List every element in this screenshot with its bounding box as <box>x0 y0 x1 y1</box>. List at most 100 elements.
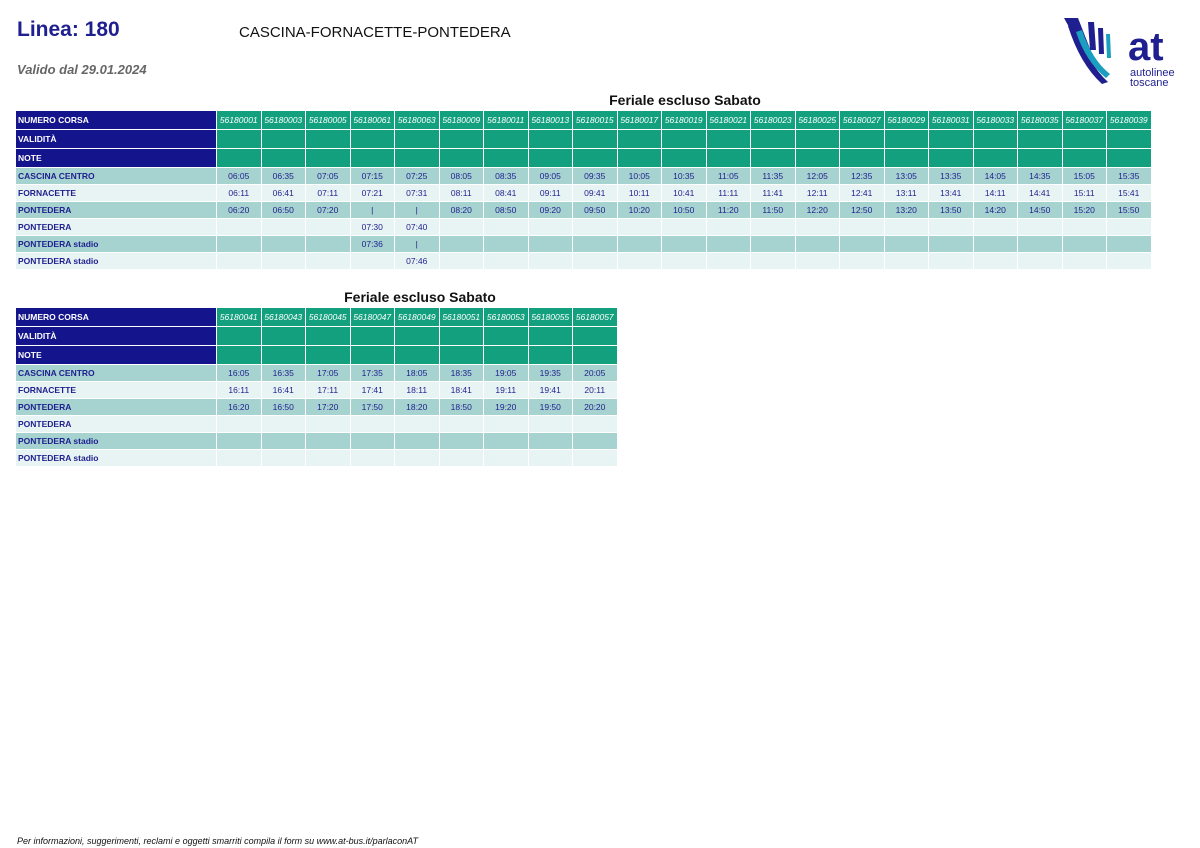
stop-row: CASCINA CENTRO 16:05 16:35 17:05 17:35 18:05 1… <box>16 365 617 381</box>
time-cell: 09:05 <box>528 168 572 184</box>
stop-name: CASCINA CENTRO <box>16 365 216 381</box>
time-cell: 06:05 <box>217 168 261 184</box>
header-cell <box>1062 130 1106 148</box>
header-cell <box>439 346 483 364</box>
time-cell: 15:20 <box>1062 202 1106 218</box>
time-cell <box>261 253 305 269</box>
time-cell <box>929 219 973 235</box>
numero-corsa-cell: 56180057 <box>573 308 617 326</box>
stop-row: PONTEDERA stadio 07:46 <box>16 253 1151 269</box>
time-cell: 07:40 <box>395 219 439 235</box>
time-cell <box>217 433 261 449</box>
header-cell <box>884 149 928 167</box>
numero-corsa-cell: 56180037 <box>1062 111 1106 129</box>
time-cell <box>884 236 928 252</box>
time-cell <box>261 450 305 466</box>
time-cell: 11:11 <box>706 185 750 201</box>
numero-corsa-cell: 56180029 <box>884 111 928 129</box>
header-cell <box>1107 149 1151 167</box>
line-title: Linea: 180 <box>17 18 120 41</box>
header-cell <box>484 327 528 345</box>
time-cell: 08:50 <box>484 202 528 218</box>
time-cell <box>439 236 483 252</box>
numero-corsa-cell: 56180049 <box>395 308 439 326</box>
time-cell: 19:41 <box>528 382 572 398</box>
time-cell <box>306 236 350 252</box>
header-cell <box>1062 149 1106 167</box>
time-cell <box>573 253 617 269</box>
time-cell <box>795 253 839 269</box>
time-cell <box>439 416 483 432</box>
time-cell: 14:20 <box>973 202 1017 218</box>
numero-corsa-cell: 56180043 <box>261 308 305 326</box>
time-cell <box>884 253 928 269</box>
time-cell <box>1062 253 1106 269</box>
time-cell: 11:50 <box>751 202 795 218</box>
header-cell <box>573 149 617 167</box>
header-cell <box>350 149 394 167</box>
header-cell <box>617 130 661 148</box>
time-cell: 10:20 <box>617 202 661 218</box>
time-cell: 19:11 <box>484 382 528 398</box>
stop-row: CASCINA CENTRO 06:05 06:35 07:05 07:15 07:25 0… <box>16 168 1151 184</box>
header-cell <box>528 346 572 364</box>
time-cell: 09:20 <box>528 202 572 218</box>
numero-corsa-cell: 56180003 <box>261 111 305 129</box>
time-cell <box>573 416 617 432</box>
time-cell: 14:41 <box>1018 185 1062 201</box>
time-cell: 07:05 <box>306 168 350 184</box>
time-cell <box>751 219 795 235</box>
numero-corsa-cell: 56180047 <box>350 308 394 326</box>
time-cell <box>1107 236 1151 252</box>
svg-text:at: at <box>1128 25 1164 69</box>
numero-corsa-cell: 56180045 <box>306 308 350 326</box>
time-cell <box>350 253 394 269</box>
numero-corsa-cell: 56180053 <box>484 308 528 326</box>
time-cell <box>261 416 305 432</box>
time-cell: 07:11 <box>306 185 350 201</box>
time-cell: 10:05 <box>617 168 661 184</box>
time-cell: 16:20 <box>217 399 261 415</box>
header-cell <box>751 130 795 148</box>
header-cell <box>306 130 350 148</box>
header-cell <box>751 149 795 167</box>
time-cell: 11:20 <box>706 202 750 218</box>
time-cell: 08:05 <box>439 168 483 184</box>
time-cell: 10:35 <box>662 168 706 184</box>
time-cell: 14:11 <box>973 185 1017 201</box>
time-cell: 09:50 <box>573 202 617 218</box>
time-cell <box>484 416 528 432</box>
time-cell: 12:20 <box>795 202 839 218</box>
numero-corsa-cell: 56180027 <box>840 111 884 129</box>
time-cell <box>306 450 350 466</box>
header-cell <box>795 149 839 167</box>
header-cell <box>350 346 394 364</box>
stop-name: CASCINA CENTRO <box>16 168 216 184</box>
numero-corsa-cell: 56180009 <box>439 111 483 129</box>
header-cell <box>840 130 884 148</box>
stop-name: PONTEDERA <box>16 202 216 218</box>
time-cell <box>706 236 750 252</box>
time-cell: 06:41 <box>261 185 305 201</box>
time-cell: 16:35 <box>261 365 305 381</box>
header-cell <box>395 149 439 167</box>
stop-name: PONTEDERA stadio <box>16 433 216 449</box>
time-cell: 08:41 <box>484 185 528 201</box>
time-cell: 07:31 <box>395 185 439 201</box>
header-cell <box>617 149 661 167</box>
header-cell <box>973 130 1017 148</box>
time-cell: 12:35 <box>840 168 884 184</box>
numero-corsa-cell: 56180005 <box>306 111 350 129</box>
table-row: NUMERO CORSA 56180041 56180043 56180045 5618… <box>16 308 617 326</box>
time-cell: 17:50 <box>350 399 394 415</box>
time-cell <box>840 219 884 235</box>
header-cell <box>306 346 350 364</box>
numero-corsa-cell: 56180001 <box>217 111 261 129</box>
stop-name: PONTEDERA <box>16 219 216 235</box>
time-cell: 07:21 <box>350 185 394 201</box>
time-cell <box>395 433 439 449</box>
time-cell <box>217 219 261 235</box>
header-cell <box>484 346 528 364</box>
time-cell <box>395 450 439 466</box>
time-cell <box>1018 236 1062 252</box>
